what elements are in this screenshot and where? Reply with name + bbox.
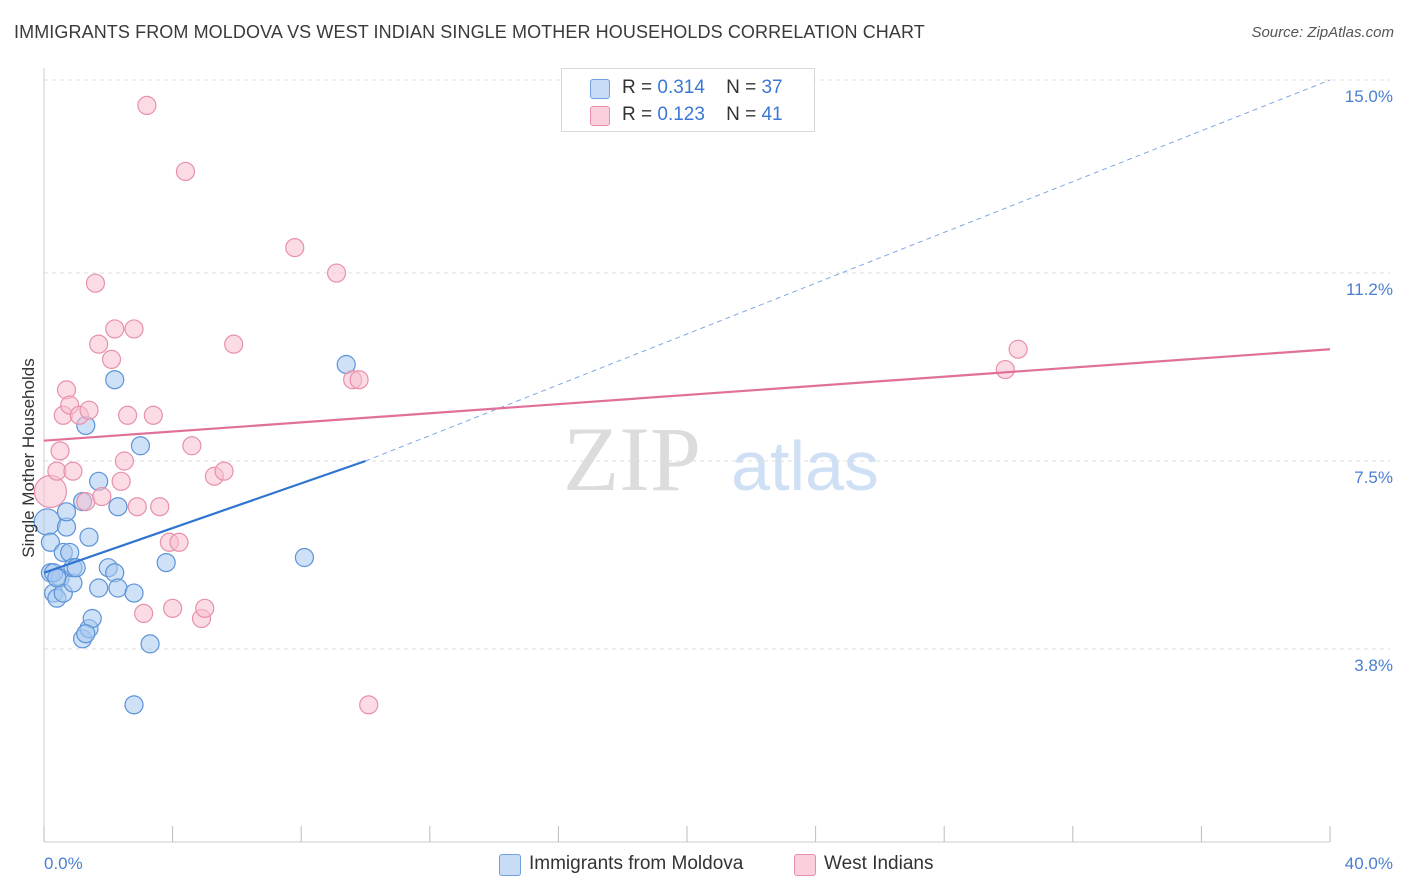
point-west-indians-25 [163, 598, 183, 618]
point-west-indians-33 [224, 334, 244, 354]
point-west-indians-28 [182, 436, 202, 456]
point-moldova-31 [156, 552, 176, 573]
bottom-legend-label-west-indians: West Indians [824, 853, 934, 874]
point-west-indians-18 [124, 319, 144, 339]
legend-n-value-moldova: 37 [761, 77, 783, 98]
point-moldova-30 [140, 634, 160, 654]
point-moldova-35 [76, 624, 96, 644]
y-tick-label-0: 3.8% [1354, 656, 1393, 675]
point-moldova-27 [124, 695, 144, 715]
point-moldova-23 [108, 497, 128, 517]
legend-swatch-west-indians [590, 106, 610, 126]
watermark: ZIP atlas [563, 408, 879, 510]
point-west-indians-14 [105, 319, 125, 339]
chart-title: IMMIGRANTS FROM MOLDOVA VS WEST INDIAN S… [14, 22, 925, 42]
bottom-legend-label-moldova: Immigrants from Moldova [529, 853, 744, 874]
watermark-zip: ZIP [563, 408, 701, 510]
point-west-indians-6 [63, 461, 83, 481]
trend-line-moldova [43, 459, 366, 574]
point-moldova-32 [294, 547, 315, 568]
bottom-legend-swatch-west-indians [794, 854, 816, 876]
point-west-indians-30 [195, 598, 215, 618]
point-west-indians-19 [127, 497, 147, 517]
point-moldova-22 [105, 370, 125, 390]
point-moldova-29 [130, 436, 151, 456]
legend-n-label: N = [726, 104, 757, 125]
point-west-indians-2 [50, 441, 70, 461]
point-west-indians-17 [117, 405, 138, 425]
watermark-atlas: atlas [731, 427, 879, 505]
point-moldova-26 [108, 578, 128, 598]
point-moldova-9 [56, 502, 77, 522]
point-west-indians-32 [214, 461, 234, 481]
point-west-indians-26 [169, 532, 189, 552]
trend-line-west-indians [43, 348, 1331, 442]
x-tick-label-0: 0.0% [44, 854, 83, 873]
x-tick-label-1: 40.0% [1345, 854, 1393, 873]
point-west-indians-39 [995, 359, 1015, 380]
legend-swatch-moldova [590, 79, 610, 99]
legend-r-value-west-indians: 0.123 [657, 104, 705, 125]
y-tick-label-3: 15.0% [1345, 87, 1393, 106]
point-west-indians-34 [285, 238, 305, 258]
point-moldova-18 [79, 527, 99, 547]
point-west-indians-15 [111, 471, 131, 491]
point-west-indians-16 [114, 451, 134, 471]
point-west-indians-20 [134, 603, 154, 624]
source-label: Source: ZipAtlas.com [1251, 24, 1394, 41]
point-moldova-28 [124, 583, 144, 603]
y-tick-label-1: 7.5% [1354, 468, 1393, 487]
bottom-legend-swatch-moldova [499, 854, 521, 876]
point-west-indians-11 [89, 334, 109, 354]
point-west-indians-27 [175, 161, 196, 182]
y-tick-labels: 3.8% 7.5% 11.2% 15.0% [1345, 87, 1393, 675]
axes [43, 68, 1331, 843]
point-west-indians-40 [1008, 339, 1028, 359]
point-moldova-0 [33, 508, 61, 536]
point-moldova-1 [40, 532, 61, 552]
point-west-indians-21 [143, 405, 163, 425]
point-west-indians-9 [79, 400, 99, 420]
legend-r-label: R = [622, 77, 653, 98]
x-tick-labels: 0.0% 40.0% [44, 854, 1393, 873]
point-moldova-21 [89, 578, 109, 598]
point-west-indians-10 [85, 273, 106, 293]
point-west-indians-13 [101, 349, 122, 369]
point-west-indians-12 [92, 486, 112, 507]
point-west-indians-23 [137, 95, 157, 116]
y-tick-label-2: 11.2% [1346, 280, 1393, 299]
trend-lines [43, 79, 1331, 574]
point-west-indians-38 [359, 695, 379, 715]
trend-line-moldova-extension [365, 79, 1331, 462]
point-west-indians-22 [150, 497, 170, 517]
point-west-indians-0 [33, 474, 68, 509]
point-west-indians-8 [76, 492, 96, 512]
grid-lines [44, 79, 1390, 650]
legend-n-value-west-indians: 41 [761, 104, 783, 125]
legend-n-label: N = [726, 77, 757, 98]
point-west-indians-37 [349, 370, 369, 390]
legend-r-label: R = [622, 104, 653, 125]
correlation-legend: R = 0.314 N = 37 R = 0.123 N = 41 [561, 68, 815, 132]
point-west-indians-35 [326, 263, 347, 283]
point-west-indians-1 [47, 461, 67, 481]
y-axis-label: Single Mother Households [19, 358, 38, 557]
legend-r-value-moldova: 0.314 [657, 77, 705, 98]
